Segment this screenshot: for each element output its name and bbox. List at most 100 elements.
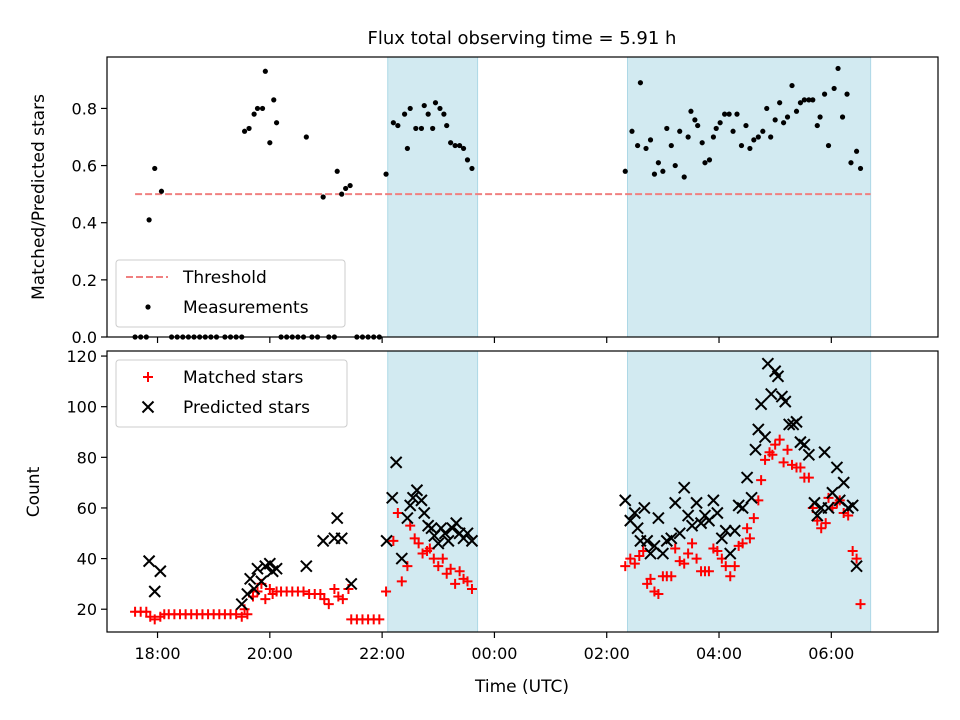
predicted-star-point — [410, 484, 424, 497]
matched-star-point — [778, 457, 789, 468]
measurement-point — [814, 122, 820, 129]
measurement-point — [806, 97, 812, 103]
predicted-star-point — [724, 547, 737, 560]
legend-marker — [141, 400, 155, 414]
top-y-axis-label: Matched/Predicted stars — [29, 94, 49, 300]
y-tick-label: 0.4 — [72, 214, 97, 233]
measurement-point — [797, 100, 804, 106]
measurement-point — [421, 102, 427, 109]
predicted-star-point — [669, 496, 682, 510]
matched-star-point — [323, 599, 334, 610]
measurement-point — [831, 85, 837, 92]
matched-star-point — [428, 553, 439, 564]
matched-star-point — [847, 545, 858, 556]
predicted-star-point — [798, 438, 811, 451]
matched-star-point — [820, 518, 831, 529]
predicted-star-point — [765, 387, 778, 401]
measurement-point — [672, 162, 678, 169]
matched-star-point — [454, 566, 465, 577]
predicted-star-point — [331, 511, 344, 525]
measurement-point — [688, 108, 694, 114]
matched-star-point — [666, 571, 677, 582]
predicted-star-point — [808, 496, 821, 510]
measurement-point — [857, 165, 864, 172]
measurement-point — [146, 217, 152, 223]
measurement-point — [273, 120, 280, 126]
measurement-point — [751, 137, 757, 143]
matched-star-point — [149, 614, 160, 625]
matched-star-point — [760, 454, 771, 465]
predicted-star-point — [673, 527, 686, 540]
predicted-star-point — [745, 491, 758, 505]
measurement-point — [347, 182, 353, 189]
bottom-y-ticks: 20 40 60 80 100 120 — [66, 347, 107, 619]
measurement-point — [717, 120, 723, 126]
measurement-point — [383, 171, 389, 177]
matched-star-point — [445, 563, 456, 574]
predicted-star-point — [401, 511, 414, 525]
matched-star-point — [625, 553, 636, 564]
y-tick-label: 20 — [77, 600, 97, 619]
predicted-star-point — [850, 559, 863, 573]
measurement-point — [246, 125, 252, 132]
bottom-panel: 20 40 60 80 100 120 18:00 20:00 22:00 00:00 02:00… — [24, 347, 939, 697]
measurement-point — [821, 91, 828, 97]
measurement-point — [722, 111, 728, 117]
measurement-point — [660, 168, 666, 174]
matched-star-point — [141, 606, 152, 617]
measurement-point — [413, 125, 419, 132]
measurement-point — [407, 105, 413, 112]
measurement-point — [251, 111, 257, 117]
measurement-point — [699, 140, 705, 146]
matched-star-point — [729, 561, 740, 572]
predicted-star-point — [432, 537, 445, 550]
predicted-star-point — [771, 370, 785, 383]
matched-star-point — [712, 545, 723, 556]
x-tick-label: 22:00 — [359, 644, 405, 663]
matched-star-point — [670, 543, 681, 554]
measurement-point — [452, 142, 458, 149]
predicted-star-point — [631, 521, 644, 535]
measurement-point — [848, 160, 854, 166]
measurement-point — [810, 97, 816, 103]
predicted-star-point — [711, 506, 724, 520]
matched-star-point — [441, 568, 452, 579]
measurement-point — [622, 168, 628, 174]
predicted-star-point — [782, 418, 796, 431]
matched-star-point — [744, 533, 755, 544]
predicted-star-point — [656, 547, 670, 560]
y-tick-label: 100 — [66, 398, 97, 417]
bottom-x-ticks: 18:00 20:00 22:00 00:00 02:00 04:00 06:00 — [134, 632, 854, 663]
predicted-star-point — [685, 519, 699, 532]
matched-star-point — [737, 538, 748, 549]
matched-star-point — [413, 538, 424, 549]
bottom-count-marks — [130, 357, 866, 625]
measurement-point — [764, 105, 770, 112]
matched-star-point — [691, 553, 702, 564]
measurement-point — [726, 111, 732, 117]
x-tick-label: 06:00 — [808, 644, 854, 663]
matched-star-point — [803, 472, 814, 483]
measurement-point — [637, 80, 644, 86]
predicted-star-point — [665, 532, 678, 545]
x-tick-label: 00:00 — [471, 644, 517, 663]
predicted-star-point — [715, 532, 729, 545]
predicted-star-point — [241, 587, 254, 601]
bottom-highlight-spans — [387, 350, 872, 633]
matched-star-point — [329, 583, 340, 594]
measurement-point — [430, 125, 436, 132]
measurement-point — [267, 140, 273, 146]
measurement-point — [784, 114, 791, 120]
predicted-star-point — [386, 491, 399, 505]
measurement-point — [303, 134, 309, 140]
top-panel: 0.00.20.40.60.8 Matched/Predicted stars … — [29, 56, 939, 347]
measurement-point — [334, 168, 340, 174]
y-tick-label: 40 — [77, 550, 97, 569]
measurement-point — [437, 105, 443, 112]
y-tick-label: 0.6 — [72, 157, 97, 176]
predicted-star-point — [418, 506, 431, 520]
matched-star-point — [450, 578, 461, 589]
matched-star-point — [855, 599, 866, 610]
predicted-star-point — [619, 494, 632, 507]
measurement-point — [647, 137, 654, 143]
